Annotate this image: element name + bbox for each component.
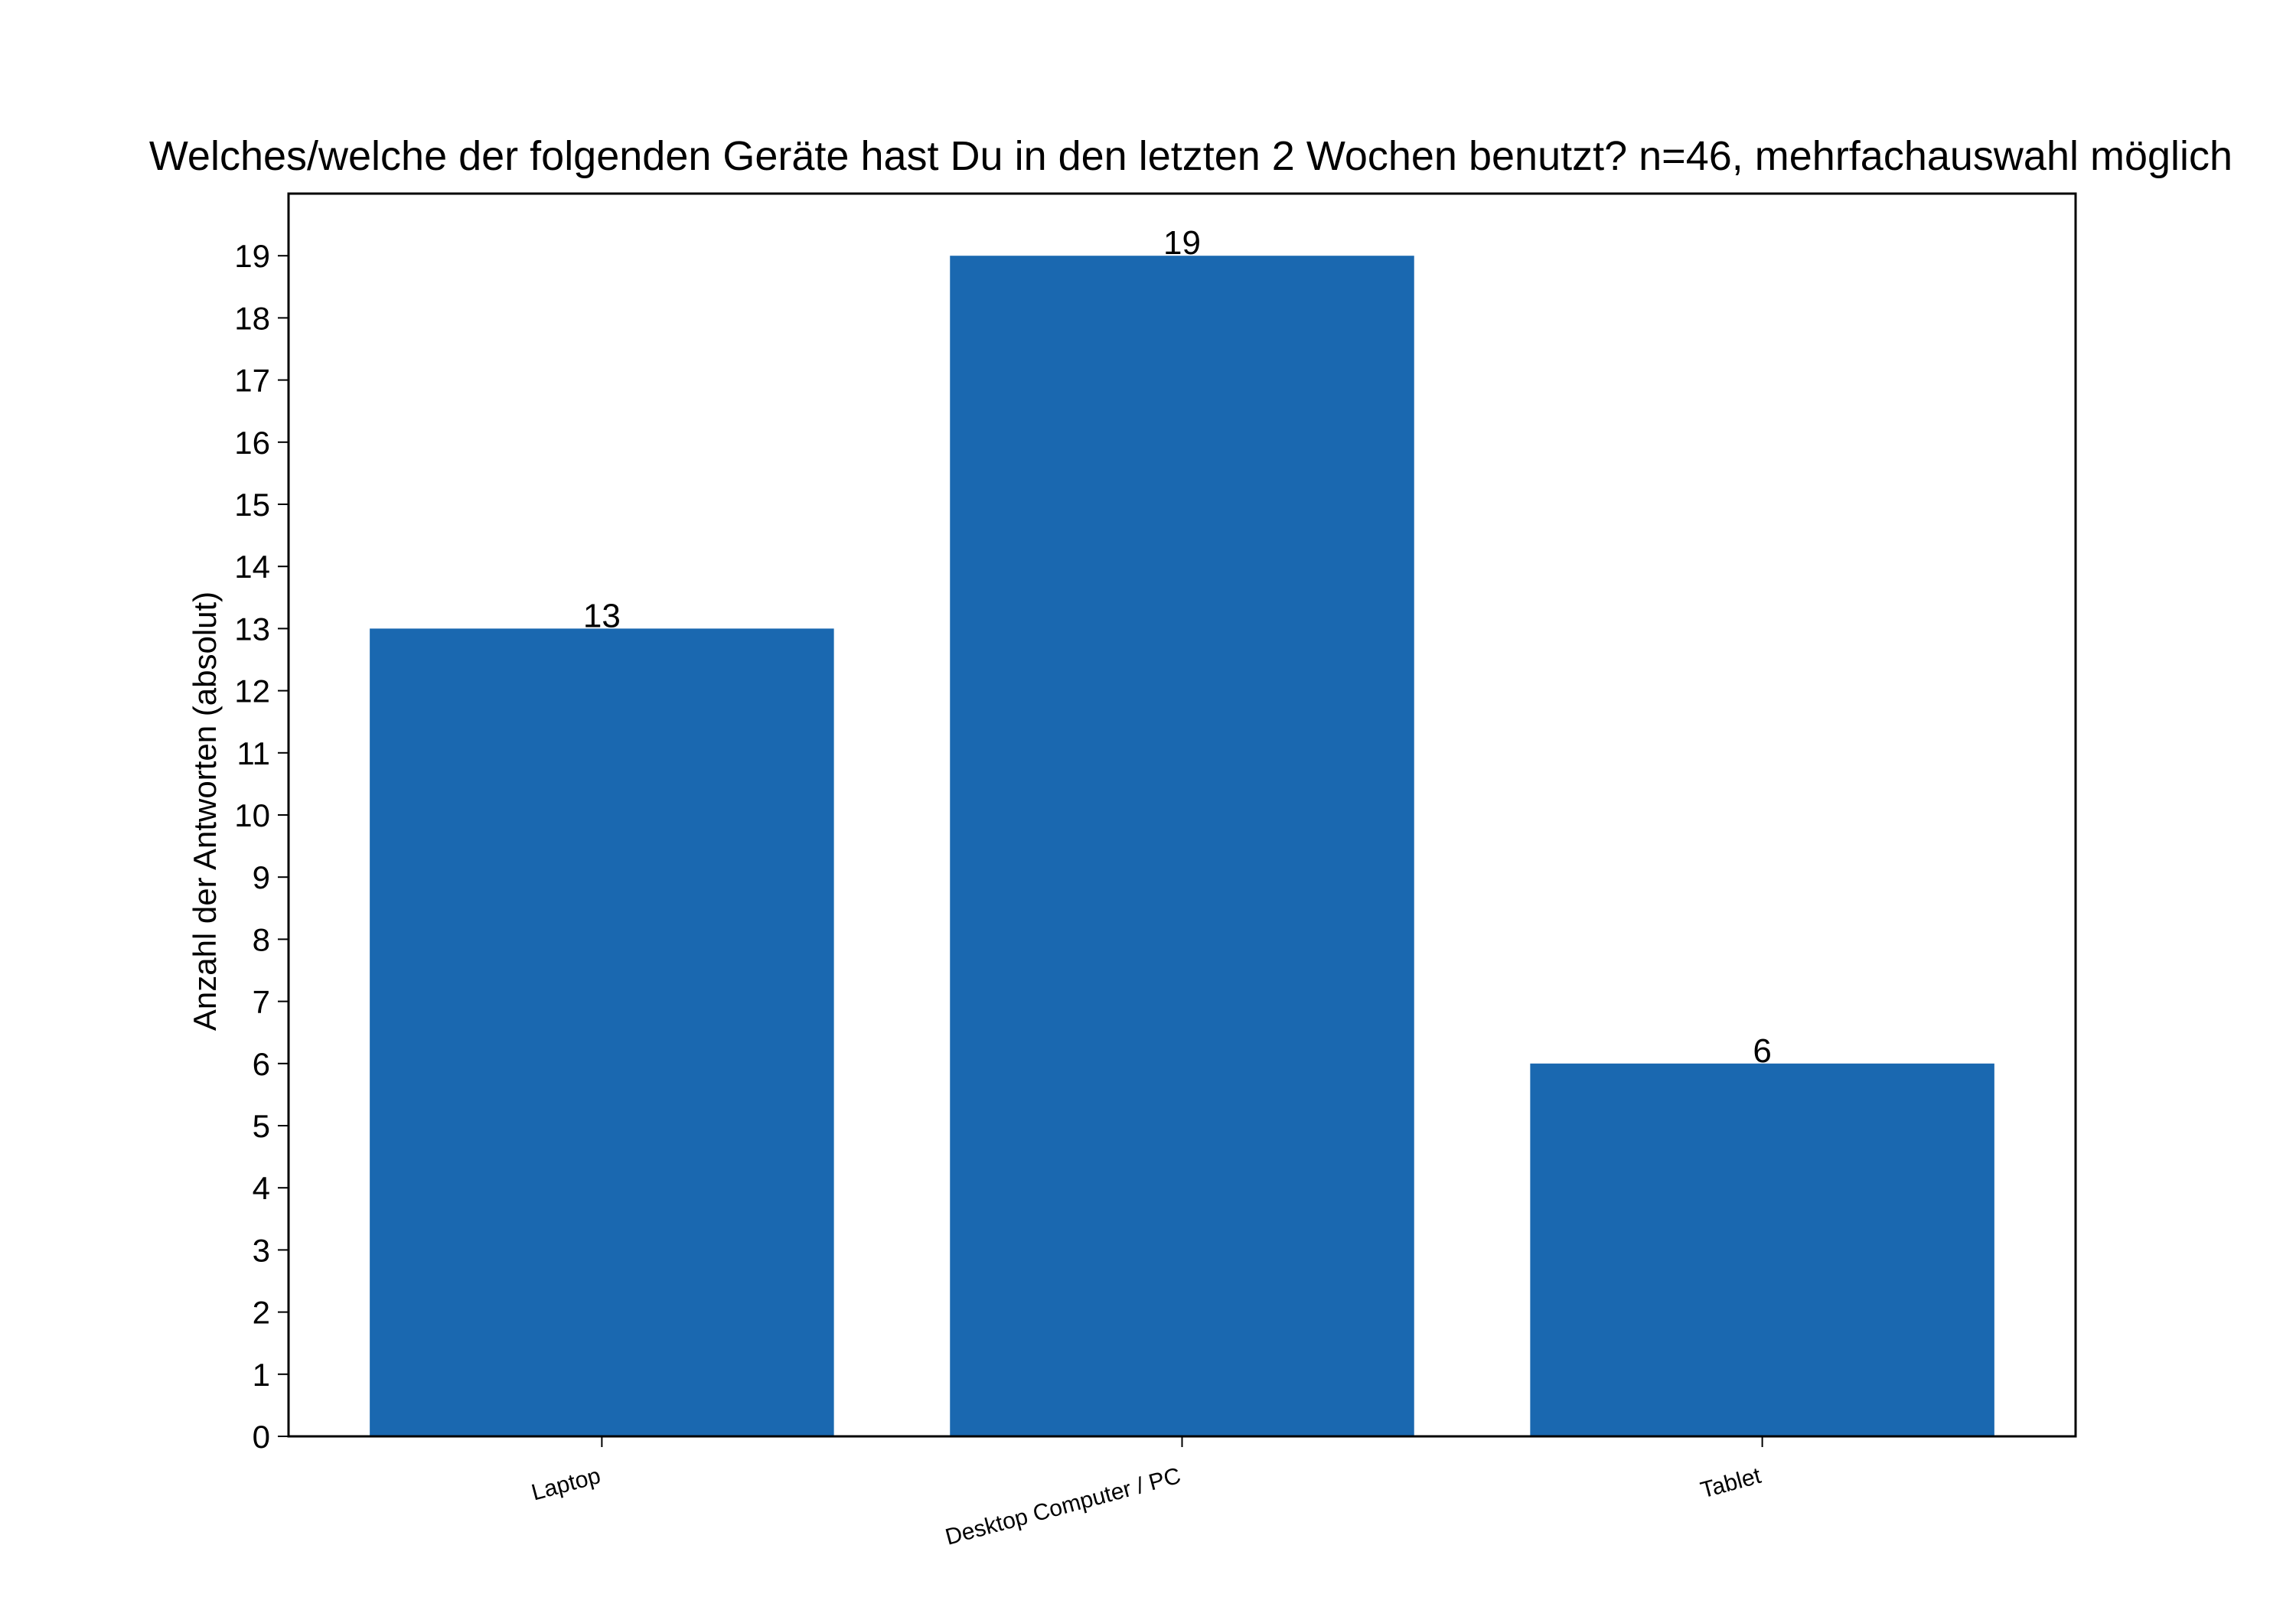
- y-tick-label: 12: [234, 673, 270, 709]
- y-tick-label: 1: [253, 1357, 270, 1393]
- y-tick-label: 9: [253, 859, 270, 895]
- y-axis-label: Anzahl der Antworten (absolut): [187, 592, 223, 1031]
- y-tick-label: 18: [234, 300, 270, 336]
- data-label: 6: [1753, 1032, 1771, 1070]
- data-label: 19: [1163, 224, 1201, 262]
- y-tick-label: 15: [234, 487, 270, 523]
- y-tick-label: 14: [234, 549, 270, 585]
- y-tick-label: 8: [253, 921, 270, 957]
- y-tick-label: 13: [234, 611, 270, 647]
- y-tick-label: 5: [253, 1108, 270, 1144]
- data-label: 13: [583, 597, 621, 634]
- y-tick-label: 0: [253, 1419, 270, 1455]
- bar-desktop-computer-pc: [950, 256, 1414, 1437]
- plot-area-frame: [287, 192, 2077, 1438]
- bar-tablet: [1530, 1063, 1994, 1436]
- y-tick-label: 11: [236, 735, 270, 771]
- y-tick-label: 19: [234, 238, 270, 274]
- chart-title: Welches/welche der folgenden Geräte hast…: [149, 133, 2232, 179]
- y-tick-label: 17: [234, 363, 270, 399]
- data-labels-layer: 13 19 6: [583, 224, 1772, 1070]
- bars-layer: [370, 256, 1994, 1437]
- y-tick-label: 3: [253, 1232, 270, 1268]
- y-tick-label: 4: [253, 1170, 270, 1206]
- y-tick-label: 10: [234, 797, 270, 833]
- y-tick-label: 6: [253, 1046, 270, 1082]
- y-tick-label: 7: [253, 984, 270, 1020]
- y-tick-label: 2: [253, 1295, 270, 1331]
- bar-laptop: [370, 628, 834, 1436]
- y-tick-label: 16: [234, 425, 270, 461]
